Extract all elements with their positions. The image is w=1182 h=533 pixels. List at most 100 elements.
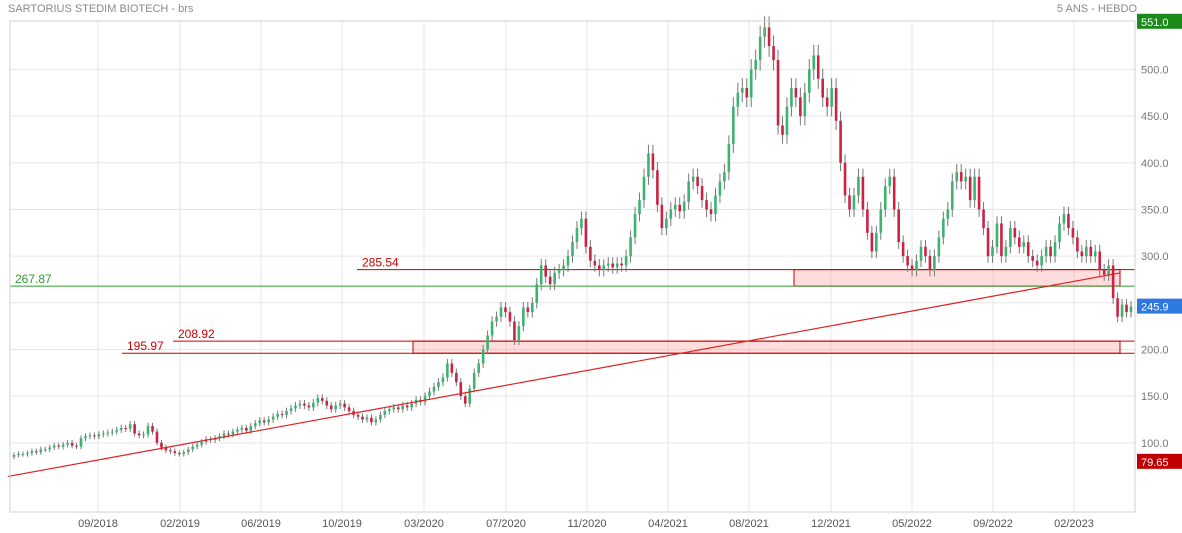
candle — [338, 403, 342, 406]
candle — [866, 209, 869, 233]
candle — [88, 435, 92, 437]
candle — [472, 372, 476, 389]
candle — [955, 172, 959, 182]
candle — [647, 153, 650, 177]
candle — [227, 433, 230, 435]
candle — [119, 427, 123, 430]
y-tick-label: 350.0 — [1141, 204, 1169, 216]
candle — [182, 452, 186, 455]
candle — [468, 388, 472, 404]
candle — [17, 454, 20, 456]
candle — [687, 181, 690, 202]
price-badge-high — [1137, 13, 1182, 29]
candle — [1089, 246, 1093, 257]
candle — [883, 186, 887, 210]
candle — [459, 382, 463, 397]
candle — [973, 176, 976, 201]
candle — [137, 433, 141, 436]
candle — [450, 363, 454, 373]
candle — [821, 78, 825, 98]
candle — [700, 186, 704, 201]
candle — [1035, 260, 1039, 266]
candle — [1107, 265, 1110, 275]
x-tick-label: 02/2019 — [160, 518, 200, 530]
candle — [1058, 223, 1061, 243]
candle — [794, 88, 798, 98]
chart-period: 5 ANS - HEBDO — [1056, 3, 1137, 15]
price-level-label: 195.97 — [127, 339, 164, 353]
candle — [325, 400, 329, 406]
candle — [1102, 270, 1106, 275]
candle — [745, 88, 749, 98]
candle — [749, 69, 753, 98]
candle — [620, 263, 623, 266]
candle — [1116, 298, 1119, 317]
candle — [732, 106, 735, 145]
candle — [481, 349, 485, 364]
candle — [977, 176, 981, 210]
candle — [566, 256, 570, 266]
candle — [888, 176, 892, 187]
candle — [155, 431, 159, 443]
candle — [548, 276, 552, 285]
grid — [10, 21, 1135, 512]
candle — [852, 195, 856, 210]
candle — [173, 451, 177, 454]
candle — [901, 242, 905, 257]
candle — [428, 391, 431, 397]
candle — [231, 431, 235, 435]
candle — [843, 162, 847, 196]
x-tick-label: 03/2020 — [404, 518, 444, 530]
candle — [35, 451, 38, 453]
candle — [70, 442, 74, 446]
candle — [477, 363, 480, 373]
candle — [191, 446, 195, 450]
candle — [950, 181, 954, 210]
candle — [575, 228, 579, 243]
price-badges: 551.0 245.9 79.65 — [1137, 13, 1182, 469]
candle — [504, 307, 507, 313]
trendline — [7, 272, 1121, 478]
candle — [598, 265, 601, 271]
candle — [964, 176, 967, 182]
candle — [1049, 246, 1052, 257]
candle — [178, 453, 181, 455]
candle — [1093, 251, 1097, 257]
candle — [924, 246, 927, 257]
candle — [499, 307, 503, 317]
candle — [253, 423, 257, 427]
candle — [410, 403, 413, 408]
chart-title: SARTORIUS STEDIM BIOTECH - brs — [8, 3, 194, 15]
candle — [285, 411, 288, 415]
x-tick-label: 02/2023 — [1054, 518, 1094, 530]
candle — [830, 88, 833, 107]
candle — [629, 237, 632, 257]
candle — [740, 88, 744, 93]
candle — [370, 417, 373, 423]
candle — [361, 416, 364, 420]
candle — [763, 27, 766, 37]
candle — [530, 302, 534, 313]
candle — [374, 419, 378, 423]
candle — [571, 242, 574, 257]
candle — [790, 88, 793, 107]
candle — [799, 97, 802, 117]
candle — [758, 36, 762, 61]
candle — [1053, 242, 1057, 257]
candle — [803, 92, 807, 117]
candle — [200, 441, 203, 445]
candle — [611, 263, 615, 268]
price-badge-low-label: 79.65 — [1141, 457, 1169, 469]
candle — [396, 407, 400, 410]
candle — [767, 27, 771, 47]
price-badge-last-label: 245.9 — [1141, 302, 1169, 314]
candle — [61, 444, 65, 447]
candle — [861, 176, 865, 210]
candle — [736, 92, 740, 107]
candle — [781, 125, 784, 135]
candle — [991, 246, 994, 257]
candle — [1031, 256, 1035, 261]
candle — [383, 411, 387, 415]
candle — [906, 256, 909, 266]
candle — [30, 451, 34, 454]
